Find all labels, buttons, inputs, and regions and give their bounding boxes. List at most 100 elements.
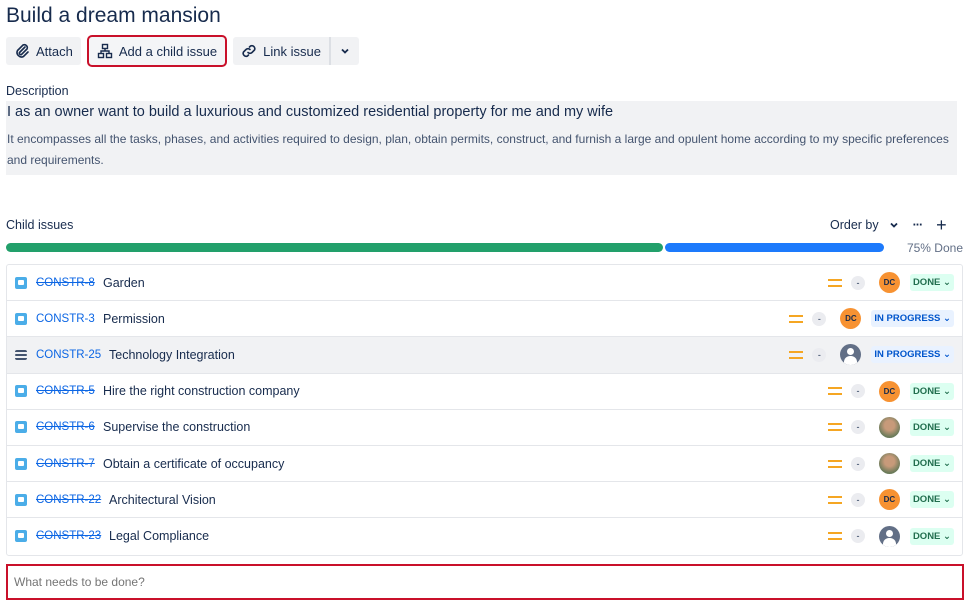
estimate[interactable]: - — [850, 456, 865, 471]
issue-key-link[interactable]: CONSTR-8 — [36, 276, 95, 289]
chevron-down-icon — [889, 220, 899, 230]
child-issues-list: CONSTR-8 Garden - DC DONE ⌄ CONSTR-3 Per… — [6, 264, 963, 556]
issue-summary[interactable]: Technology Integration — [109, 347, 235, 362]
issue-meta: - DONE ⌄ — [827, 525, 954, 547]
status-dropdown[interactable]: DONE ⌄ — [909, 382, 954, 400]
priority-medium-icon[interactable] — [789, 350, 804, 359]
status-dropdown[interactable]: DONE ⌄ — [909, 455, 954, 473]
priority-medium-icon[interactable] — [827, 387, 842, 396]
status-label: IN PROGRESS — [874, 349, 941, 361]
priority-medium-icon[interactable] — [827, 459, 842, 468]
issue-meta: - DONE ⌄ — [827, 453, 954, 475]
link-issue-group: Link issue — [233, 37, 359, 65]
story-icon — [15, 421, 27, 434]
description-field[interactable]: I as an owner want to build a luxurious … — [6, 101, 957, 175]
progress-in-progress-segment — [665, 243, 884, 252]
order-by-dropdown[interactable]: Order by — [830, 218, 899, 232]
issue-summary[interactable]: Permission — [103, 311, 165, 326]
avatar[interactable]: DC — [878, 272, 900, 294]
story-icon — [15, 312, 27, 325]
chevron-down-icon: ⌄ — [943, 421, 951, 433]
child-issue-row[interactable]: CONSTR-7 Obtain a certificate of occupan… — [7, 446, 962, 483]
avatar[interactable] — [878, 453, 900, 475]
more-icon[interactable]: ··· — [912, 218, 923, 232]
child-issue-row[interactable]: CONSTR-22 Architectural Vision - DC DONE… — [7, 482, 962, 519]
estimate[interactable]: - — [850, 420, 865, 435]
issue-summary[interactable]: Legal Compliance — [109, 529, 210, 544]
status-label: DONE — [912, 494, 941, 506]
child-issue-row[interactable]: CONSTR-6 Supervise the construction - DO… — [7, 410, 962, 446]
description-heading: I as an owner want to build a luxurious … — [7, 104, 614, 120]
description-label: Description — [6, 84, 69, 98]
status-label: DONE — [912, 277, 941, 289]
issue-summary[interactable]: Obtain a certificate of occupancy — [103, 456, 285, 471]
progress-done-segment — [6, 243, 663, 252]
status-dropdown[interactable]: DONE ⌄ — [909, 527, 954, 545]
estimate[interactable]: - — [812, 311, 827, 326]
issue-key-link[interactable]: CONSTR-6 — [36, 421, 95, 434]
add-icon[interactable]: + — [936, 215, 947, 235]
avatar[interactable] — [878, 416, 900, 438]
unassigned-avatar-icon[interactable] — [840, 344, 862, 366]
issue-key-link[interactable]: CONSTR-23 — [36, 530, 102, 543]
status-dropdown[interactable]: DONE ⌄ — [909, 274, 954, 292]
issue-key-link[interactable]: CONSTR-5 — [36, 385, 95, 398]
chevron-down-icon: ⌄ — [943, 385, 951, 397]
issue-key-link[interactable]: CONSTR-7 — [36, 457, 95, 470]
issue-key-link[interactable]: CONSTR-3 — [36, 312, 95, 325]
issue-summary[interactable]: Supervise the construction — [103, 420, 251, 435]
priority-medium-icon[interactable] — [827, 532, 842, 541]
avatar[interactable]: DC — [878, 380, 900, 402]
child-issue-row[interactable]: CONSTR-23 Legal Compliance - DONE ⌄ — [7, 518, 962, 554]
priority-medium-icon[interactable] — [827, 423, 842, 432]
estimate[interactable]: - — [850, 529, 865, 544]
estimate[interactable]: - — [850, 492, 865, 507]
child-issue-row[interactable]: CONSTR-3 Permission - DC IN PROGRESS ⌄ — [7, 301, 962, 338]
priority-medium-icon[interactable] — [789, 314, 804, 323]
issue-meta: - DC DONE ⌄ — [827, 272, 954, 294]
chevron-down-icon: ⌄ — [943, 349, 951, 361]
issue-title: Build a dream mansion — [6, 4, 221, 27]
child-issue-row[interactable]: CONSTR-25 Technology Integration - IN PR… — [7, 337, 962, 374]
issue-meta: - DONE ⌄ — [827, 416, 954, 438]
issue-summary[interactable]: Architectural Vision — [109, 492, 216, 507]
estimate[interactable]: - — [812, 347, 827, 362]
status-dropdown[interactable]: IN PROGRESS ⌄ — [871, 310, 954, 328]
story-icon — [15, 493, 27, 506]
issue-key-link[interactable]: CONSTR-25 — [36, 348, 102, 361]
avatar[interactable]: DC — [878, 489, 900, 511]
priority-medium-icon[interactable] — [827, 495, 842, 504]
issue-meta: - IN PROGRESS ⌄ — [789, 344, 954, 366]
story-icon — [15, 457, 27, 470]
link-issue-label: Link issue — [263, 43, 321, 59]
child-issue-row[interactable]: CONSTR-8 Garden - DC DONE ⌄ — [7, 265, 962, 302]
issue-key-link[interactable]: CONSTR-22 — [36, 493, 102, 506]
status-dropdown[interactable]: DONE ⌄ — [909, 491, 954, 509]
issue-meta: - DC DONE ⌄ — [827, 380, 954, 402]
status-dropdown[interactable]: IN PROGRESS ⌄ — [871, 346, 954, 364]
add-child-issue-button[interactable]: Add a child issue — [86, 35, 228, 67]
chevron-down-icon: ⌄ — [943, 530, 951, 542]
child-issues-label: Child issues — [6, 218, 74, 232]
attach-button[interactable]: Attach — [6, 37, 81, 65]
issue-summary[interactable]: Hire the right construction company — [103, 384, 300, 399]
issue-summary[interactable]: Garden — [103, 275, 145, 290]
status-dropdown[interactable]: DONE ⌄ — [909, 418, 954, 436]
unassigned-avatar-icon[interactable] — [878, 525, 900, 547]
child-issues-controls: Order by ··· + — [830, 215, 947, 235]
link-issue-button[interactable]: Link issue — [233, 37, 329, 65]
estimate[interactable]: - — [850, 384, 865, 399]
avatar[interactable]: DC — [840, 308, 862, 330]
new-child-issue-input[interactable] — [6, 564, 964, 600]
priority-medium-icon[interactable] — [827, 278, 842, 287]
story-icon — [15, 276, 27, 289]
chevron-down-icon: ⌄ — [943, 277, 951, 289]
more-actions-dropdown[interactable] — [328, 37, 359, 65]
toolbar: Attach Add a child issue Link issue — [6, 35, 359, 67]
estimate[interactable]: - — [850, 275, 865, 290]
attach-label: Attach — [36, 43, 73, 59]
chevron-down-icon: ⌄ — [943, 313, 951, 325]
hierarchy-icon — [97, 43, 113, 59]
child-issue-row[interactable]: CONSTR-5 Hire the right construction com… — [7, 374, 962, 410]
issue-meta: - DC DONE ⌄ — [827, 489, 954, 511]
